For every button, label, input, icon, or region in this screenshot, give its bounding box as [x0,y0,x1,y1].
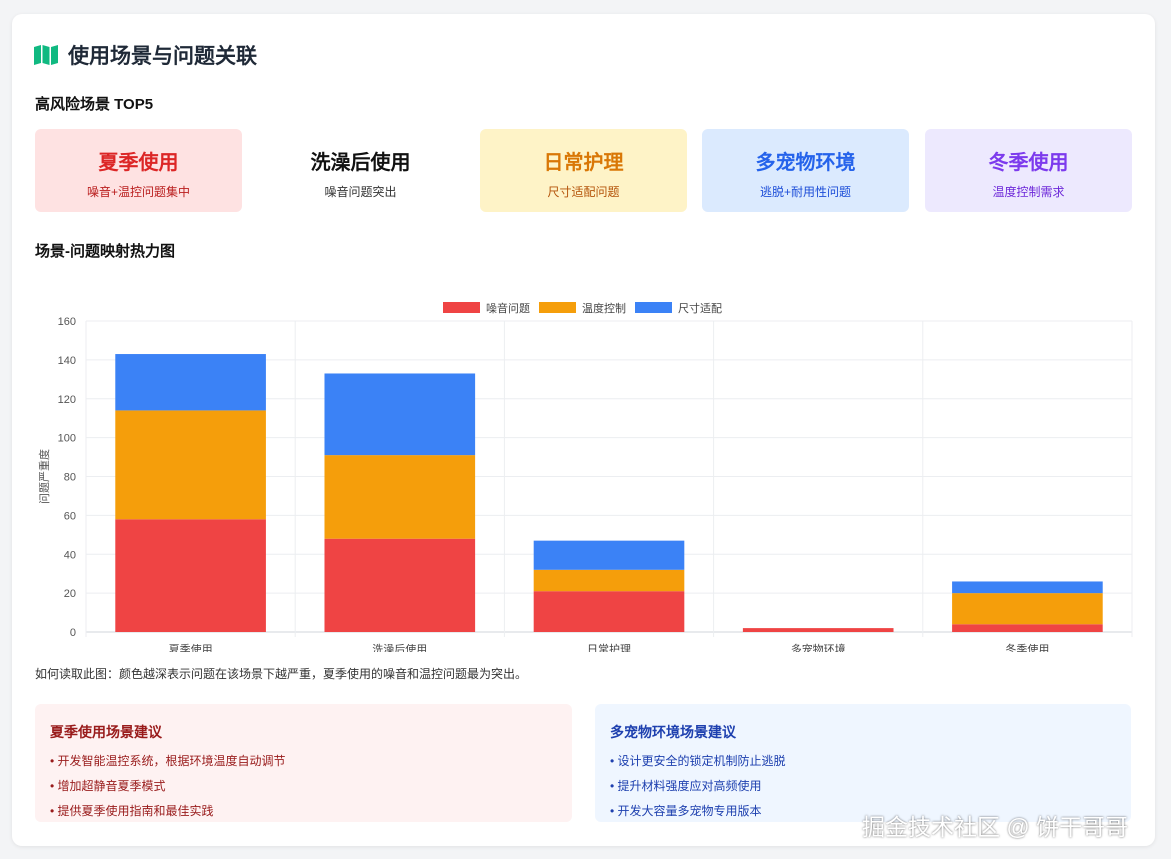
scenario-card: 洗澡后使用噪音问题突出 [257,129,464,212]
advice-item: • 提升材料强度应对高频使用 [610,779,762,793]
bar-segment [742,628,894,632]
bar-segment [952,581,1103,594]
scenario-card: 冬季使用温度控制需求 [925,129,1132,212]
y-tick-label: 0 [70,627,76,639]
advice-item: • 设计更安全的锁定机制防止逃脱 [610,754,786,768]
bar-segment [115,410,266,520]
bar-segment [533,540,685,570]
x-tick-label: 冬季使用 [1005,642,1049,652]
y-axis-label: 问题严重度 [37,449,51,504]
scenario-card: 夏季使用噪音+温控问题集中 [35,129,242,212]
watermark: 掘金技术社区 @ 饼干哥哥 [862,814,1129,840]
advice-item: • 开发大容量多宠物专用版本 [610,804,762,818]
bar-segment [115,354,266,411]
bar-segment [324,455,476,539]
advice-item: • 提供夏季使用指南和最佳实践 [50,804,214,818]
y-tick-label: 20 [64,588,76,600]
legend-swatch [635,302,672,313]
y-tick-label: 140 [58,355,76,367]
scenario-desc: 逃脱+耐用性问题 [759,185,851,199]
bar-segment [115,519,266,632]
bar-segment [533,591,685,632]
scenario-desc: 噪音问题突出 [324,185,397,199]
bar-segment [324,538,476,632]
scenario-card: 多宠物环境逃脱+耐用性问题 [702,129,909,212]
advice-item: • 开发智能温控系统，根据环境温度自动调节 [50,754,286,768]
legend-label: 噪音问题 [486,301,530,315]
legend-swatch [539,302,576,313]
scenario-desc: 噪音+温控问题集中 [86,185,190,199]
y-tick-label: 100 [58,433,76,445]
chart-note: 如何读取此图：颜色越深表示问题在该场景下越严重，夏季使用的噪音和温控问题最为突出… [35,667,528,681]
title-text: 使用场景与问题关联 [68,45,257,68]
scenario-name: 洗澡后使用 [310,152,411,174]
x-tick-label: 洗澡后使用 [372,643,427,652]
y-tick-label: 40 [64,549,76,561]
scenario-name: 多宠物环境 [755,152,856,174]
top5-heading: 高风险场景 TOP5 [35,96,154,113]
bar-segment [952,593,1103,625]
y-tick-label: 120 [58,394,76,406]
stacked-bar-chart: 0 20 40 60 80 100 120 140 160 夏季使用 洗澡后使用 日常护理 多宠物环境 冬… [37,301,1133,652]
legend-label: 温度控制 [582,301,626,315]
scenario-desc: 温度控制需求 [992,185,1065,199]
advice-card: 多宠物环境场景建议 • 设计更安全的锁定机制防止逃脱 • 提升材料强度应对高频使用 •… [595,704,1131,822]
map-icon [34,45,58,65]
y-tick-label: 60 [64,510,76,522]
x-tick-label: 日常护理 [587,642,631,652]
bar-segment [324,373,476,456]
heatmap-heading: 场景-问题映射热力图 [35,243,175,260]
y-tick-label: 160 [58,316,76,328]
y-tick-label: 80 [64,472,76,484]
bar-segment [952,624,1103,632]
scenario-name: 夏季使用 [98,152,179,174]
scenario-card: 日常护理尺寸适配问题 [480,129,687,212]
scenario-name: 冬季使用 [988,152,1069,174]
advice-title: 夏季使用场景建议 [50,724,162,740]
legend-label: 尺寸适配 [678,301,722,315]
page-title: 使用场景与问题关联 [34,40,257,70]
x-tick-label: 夏季使用 [169,643,213,652]
advice-item: • 增加超静音夏季模式 [50,779,166,793]
main-card: 使用场景与问题关联 高风险场景 TOP5 夏季使用 噪音+温控问题集中 洗澡后使用噪… [12,14,1155,846]
scenario-desc: 尺寸适配问题 [547,185,620,199]
advice-card: 夏季使用场景建议 • 开发智能温控系统，根据环境温度自动调节 • 增加超静音夏季模式… [35,704,572,822]
advice-title: 多宠物环境场景建议 [610,724,736,740]
legend-swatch [443,302,480,313]
scenario-name: 日常护理 [543,152,624,174]
bar-segment [533,569,685,592]
x-tick-label: 多宠物环境 [791,642,846,652]
